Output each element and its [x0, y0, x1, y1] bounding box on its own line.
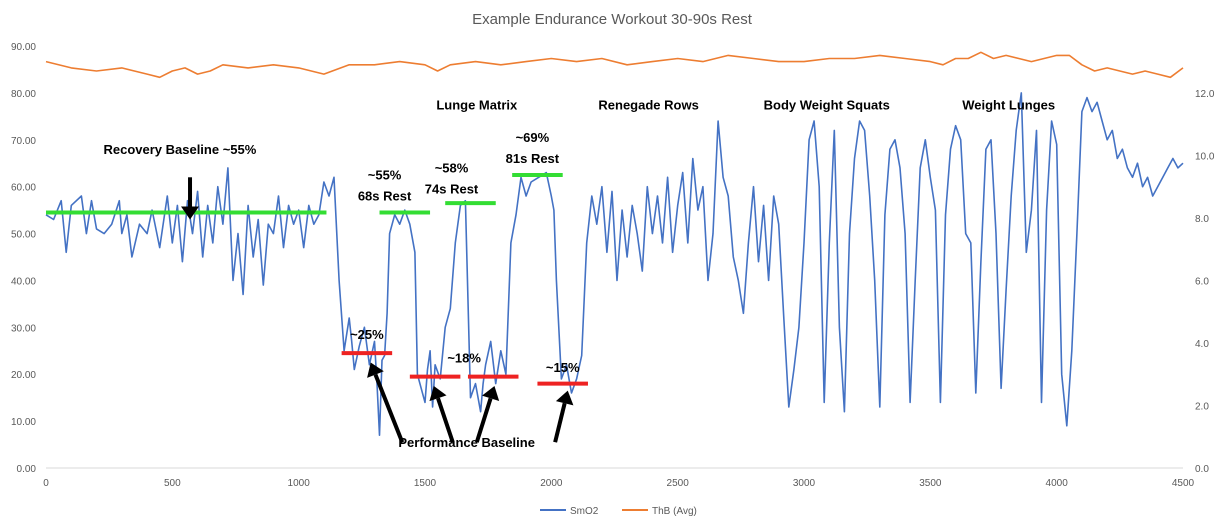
y-right-tick-label: 6.0	[1195, 276, 1209, 287]
annotation-arrow-head	[181, 206, 200, 220]
y-left-tick-label: 0.00	[17, 464, 37, 475]
annotation-arrow	[553, 402, 567, 443]
chart-annotation: Recovery Baseline ~55%	[103, 142, 256, 157]
y-left-tick-label: 50.00	[11, 230, 36, 241]
x-tick-label: 3000	[793, 478, 816, 489]
x-tick-label: 1500	[414, 478, 437, 489]
annotation-arrow	[373, 373, 405, 443]
chart-annotation: Performance Baseline	[398, 435, 535, 450]
chart-annotation: Renegade Rows	[598, 97, 698, 112]
x-tick-label: 2500	[667, 478, 690, 489]
y-left-tick-label: 30.00	[11, 323, 36, 334]
y-right-tick-label: 8.0	[1195, 214, 1209, 225]
y-left-tick-label: 10.00	[11, 417, 36, 428]
x-tick-label: 4500	[1172, 478, 1195, 489]
y-right-tick-label: 10.0	[1195, 151, 1215, 162]
chart-annotation: 81s Rest	[506, 151, 560, 166]
series-layer	[45, 51, 1184, 437]
legend: SmO2 ThB (Avg)	[540, 506, 697, 517]
annotation-arrow	[436, 397, 455, 443]
chart-annotation: ~15%	[546, 360, 580, 375]
y-left-tick-label: 60.00	[11, 183, 36, 194]
chart-annotation: ~18%	[447, 351, 481, 366]
chart-annotation: 68s Rest	[358, 189, 412, 204]
chart-title: Example Endurance Workout 30-90s Rest	[472, 11, 753, 28]
legend-label: SmO2	[570, 506, 599, 517]
x-tick-label: 500	[164, 478, 181, 489]
x-tick-label: 3500	[919, 478, 942, 489]
y-left-tick-label: 70.00	[11, 136, 36, 147]
annotation-arrow	[474, 397, 493, 443]
y-right-tick-label: 4.0	[1195, 339, 1209, 350]
annotation-arrow-head	[481, 385, 500, 402]
chart-annotation: ~55%	[368, 168, 402, 183]
x-tick-label: 4000	[1046, 478, 1069, 489]
x-tick-label: 1000	[288, 478, 311, 489]
chart-annotation: ~25%	[350, 327, 384, 342]
y-right-tick-label: 2.0	[1195, 401, 1209, 412]
x-tick-label: 2000	[540, 478, 563, 489]
chart-annotation: ~69%	[516, 130, 550, 145]
chart-annotation: ~58%	[435, 161, 469, 176]
annotation-arrow-head	[367, 362, 384, 378]
y-left-tick-label: 80.00	[11, 89, 36, 100]
axes: 0 500 1000 1500 2000 2500 3000 3500 4000 45000.00…	[11, 42, 1215, 489]
overlay-layer: Recovery Baseline ~55% ~55% 68s Rest ~58% 74…	[46, 97, 1055, 450]
x-tick-label: 0	[43, 478, 49, 489]
annotation-arrow-head	[555, 390, 574, 406]
series-line-thb-avg	[45, 51, 1184, 79]
y-right-tick-label: 0.0	[1195, 464, 1209, 475]
chart-annotation: 74s Rest	[425, 182, 479, 197]
y-right-tick-label: 12.0	[1195, 89, 1215, 100]
y-left-tick-label: 20.00	[11, 370, 36, 381]
annotation-arrow-head	[429, 385, 447, 402]
legend-label: ThB (Avg)	[652, 506, 697, 517]
chart-annotation: Lunge Matrix	[436, 97, 518, 112]
chart-annotation: Weight Lunges	[962, 97, 1055, 112]
y-left-tick-label: 40.00	[11, 276, 36, 287]
series-line-smo2	[45, 92, 1184, 437]
y-left-tick-label: 90.00	[11, 42, 36, 53]
chart-annotation: Body Weight Squats	[764, 97, 890, 112]
